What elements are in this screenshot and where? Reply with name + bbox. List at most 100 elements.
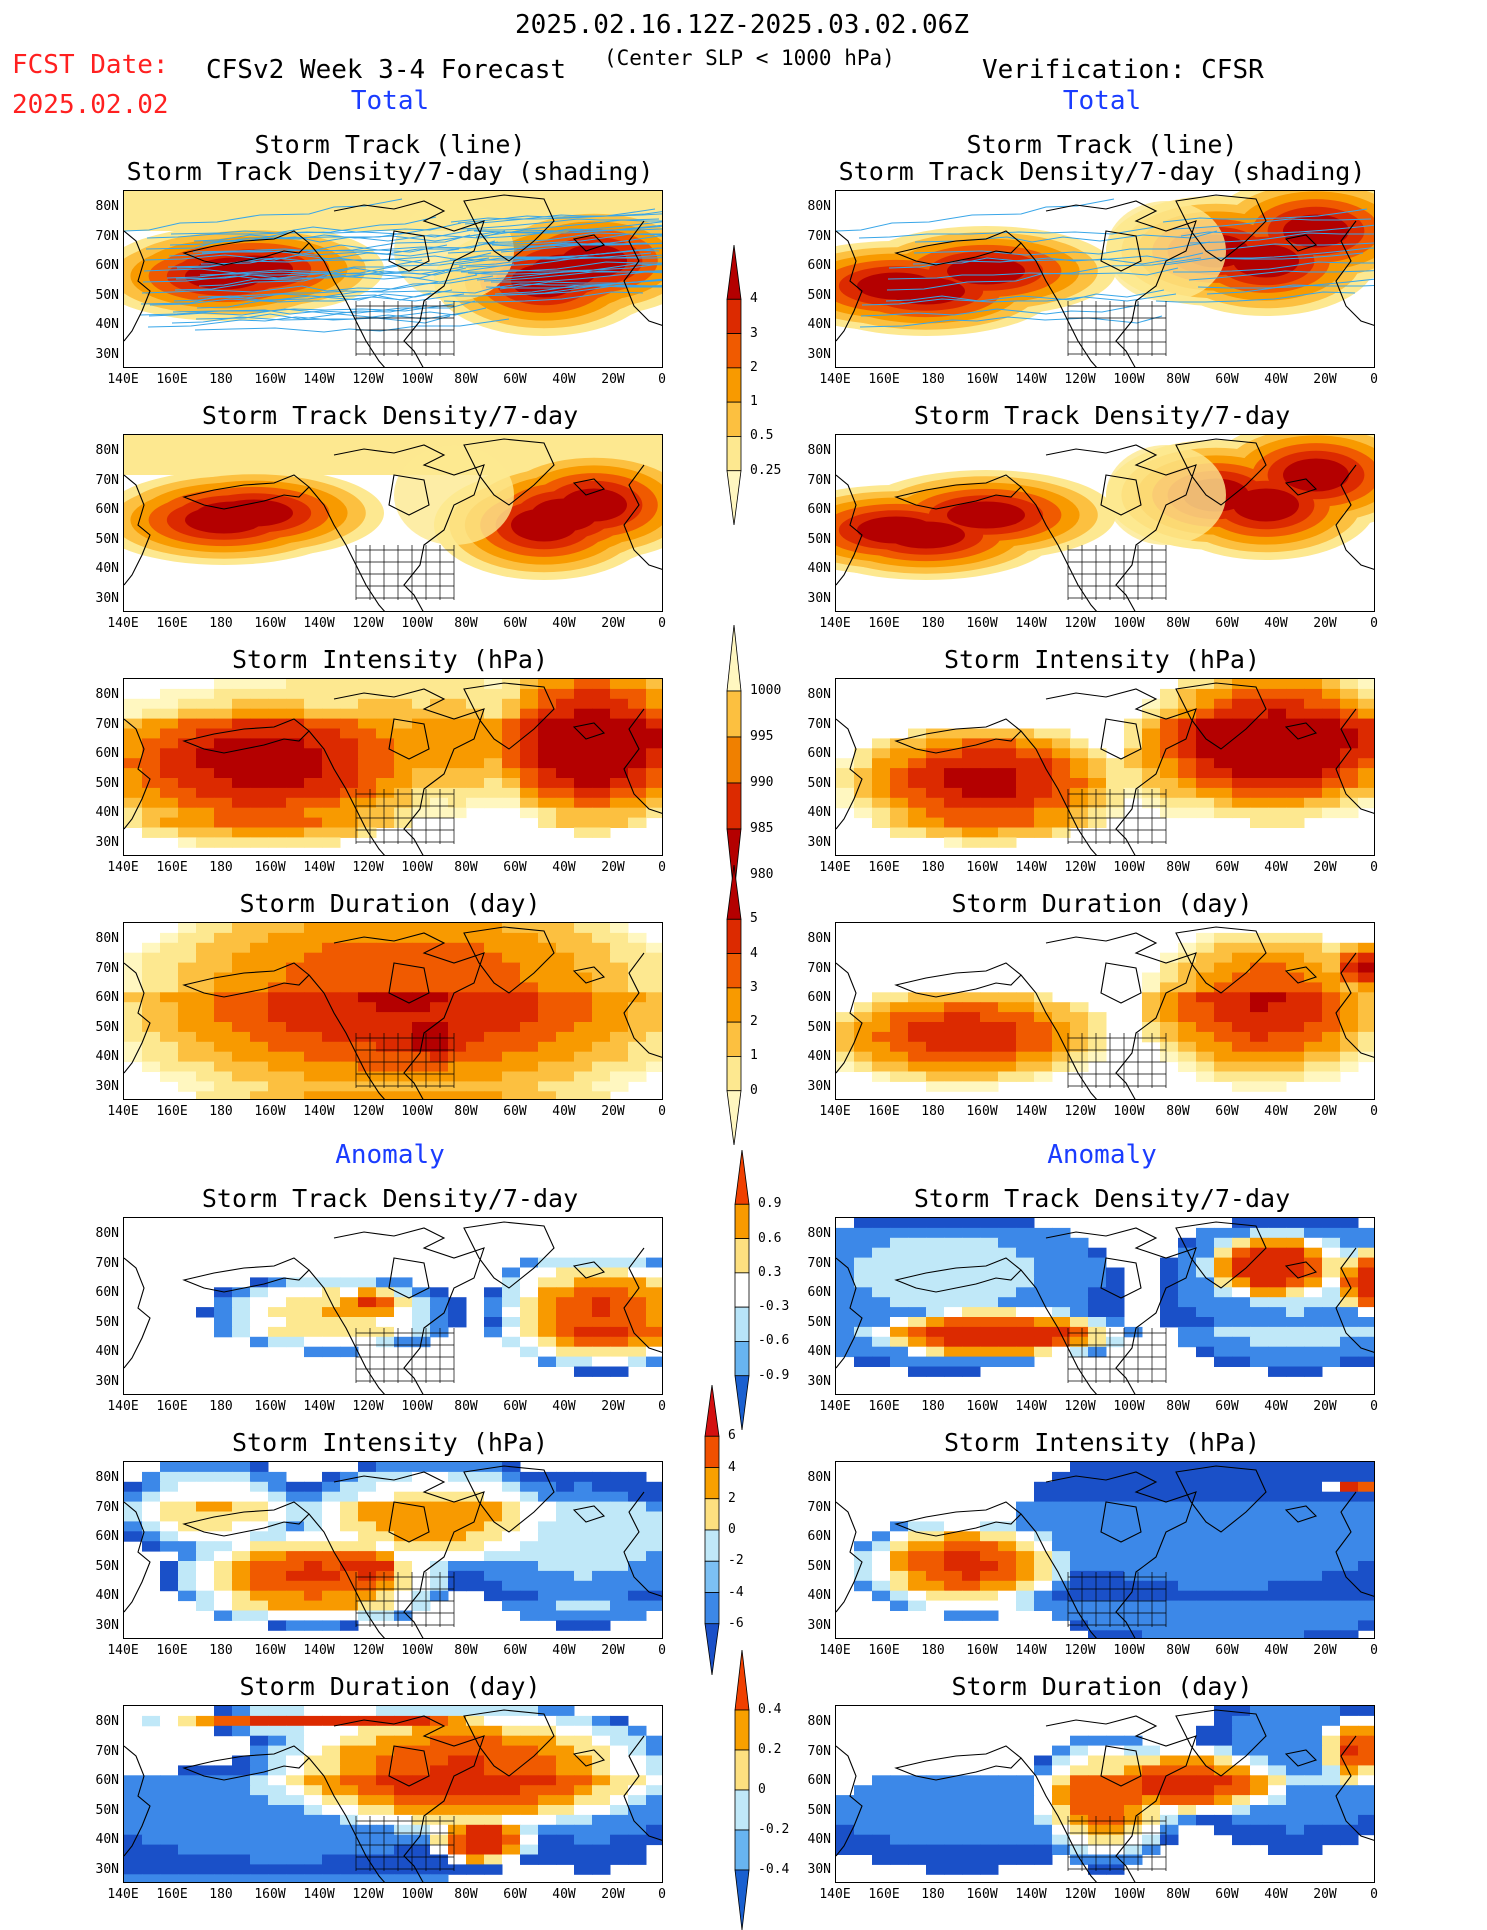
lon-label: 100W [1113,1399,1145,1414]
lon-label: 60W [1215,1399,1239,1414]
lon-label: 40W [552,372,576,387]
lat-label: 50N [807,775,831,791]
lon-label: 140W [1015,860,1047,875]
lat-label: 30N [807,1617,831,1633]
lon-label: 40W [1264,1643,1288,1658]
lon-label: 140W [1015,372,1047,387]
lon-label: 120W [1064,1399,1096,1414]
lat-label: 80N [95,199,119,214]
lon-label: 180 [921,1104,945,1119]
lon-label: 80W [454,1643,478,1658]
lat-label: 50N [807,1802,831,1818]
lat-label: 30N [95,834,119,850]
lat-label: 70N [95,716,119,732]
lon-label: 0 [658,616,666,631]
lon-label: 80W [454,1399,478,1414]
lon-label: 140E [107,860,139,875]
title-track-line-right: Storm Track (line) [966,130,1238,159]
colorbar-label: 0.25 [750,462,782,478]
lat-label: 60N [807,1529,831,1544]
lat-label: 80N [807,931,831,946]
colorbar-label: -0.2 [758,1822,790,1837]
title-intensity-left: Storm Intensity (hPa) [231,645,549,674]
colorbar-label: 0.6 [758,1230,782,1246]
lon-label: 140E [819,616,851,631]
anomaly-label-right: Anomaly [1047,1140,1157,1170]
lon-label: 80W [454,372,478,387]
lat-label: 80N [807,1470,831,1485]
colorbar-label: -0.3 [758,1299,790,1315]
lon-label: 20W [1313,1399,1337,1414]
lon-label: 80W [454,860,478,875]
colorbar-label: 980 [750,867,774,882]
verification-label: Verification: CFSR [982,55,1264,85]
lat-label: 30N [95,1373,119,1389]
lon-label: 120W [352,1104,384,1119]
lon-label: 160W [966,1104,998,1119]
lon-label: 160E [868,372,900,387]
lon-label: 20W [1313,1104,1337,1119]
lat-label: 60N [807,990,831,1005]
colorbar-label: 0.9 [758,1196,782,1212]
lon-label: 60W [503,1887,527,1902]
lon-label: 0 [658,372,666,387]
title-anom-duration-left: Storm Duration (day) [239,1672,541,1701]
map-panel-anom-duration-verification [835,1705,1375,1883]
lon-label: 180 [921,616,945,631]
lon-label: 40W [552,860,576,875]
lon-label: 120W [352,1643,384,1658]
lon-label: 160W [254,372,286,387]
lat-label: 30N [95,590,119,606]
lon-label: 180 [209,1104,233,1119]
lat-label: 70N [95,472,119,488]
map-panel-duration-forecast [123,922,663,1100]
lon-label: 140W [303,1887,335,1902]
lon-label: 60W [1215,1643,1239,1658]
lon-label: 120W [1064,1887,1096,1902]
colorbar-label: 1 [750,394,758,410]
lon-label: 0 [1370,860,1378,875]
model-title: CFSv2 Week 3-4 Forecast [206,55,567,85]
lon-label: 20W [1313,372,1337,387]
lon-label: 140W [1015,1643,1047,1658]
lat-label: 30N [807,834,831,850]
lon-label: 140W [303,860,335,875]
lat-label: 80N [807,1226,831,1241]
colorbar-label: -0.6 [758,1333,790,1349]
lon-label: 100W [401,1643,433,1658]
lat-label: 50N [95,1314,119,1330]
lat-label: 40N [807,1344,831,1359]
title-anom-intensity-right: Storm Intensity (hPa) [943,1428,1261,1457]
lon-label: 60W [503,1643,527,1658]
lat-label: 70N [807,1743,831,1759]
lon-label: 0 [658,1104,666,1119]
lon-label: 60W [1215,1887,1239,1902]
fcst-date-label: FCST Date: [12,50,169,80]
lat-label: 30N [95,1617,119,1633]
lon-label: 40W [1264,860,1288,875]
lat-label: 80N [807,1714,831,1729]
lon-label: 20W [601,860,625,875]
lon-label: 160E [156,860,188,875]
lon-label: 140W [303,616,335,631]
lon-label: 80W [454,1104,478,1119]
lon-label: 60W [1215,1104,1239,1119]
title-intensity-right: Storm Intensity (hPa) [943,645,1261,674]
lon-label: 120W [1064,372,1096,387]
colorbar-label: 0.4 [758,1702,782,1717]
lon-label: 140W [1015,1887,1047,1902]
lat-label: 50N [807,1019,831,1035]
lon-label: 160W [966,1887,998,1902]
map-panel-duration-verification [835,922,1375,1100]
lon-label: 160W [254,1399,286,1414]
lon-label: 40W [1264,372,1288,387]
lon-label: 160W [966,616,998,631]
lat-label: 60N [95,1773,119,1788]
lat-label: 60N [95,258,119,273]
lon-label: 40W [552,1643,576,1658]
lat-label: 50N [807,287,831,303]
lon-label: 160W [254,1887,286,1902]
title-track-shading-right: Storm Track Density/7-day (shading) [838,157,1366,186]
lon-label: 140E [819,1104,851,1119]
lat-label: 60N [807,1285,831,1300]
